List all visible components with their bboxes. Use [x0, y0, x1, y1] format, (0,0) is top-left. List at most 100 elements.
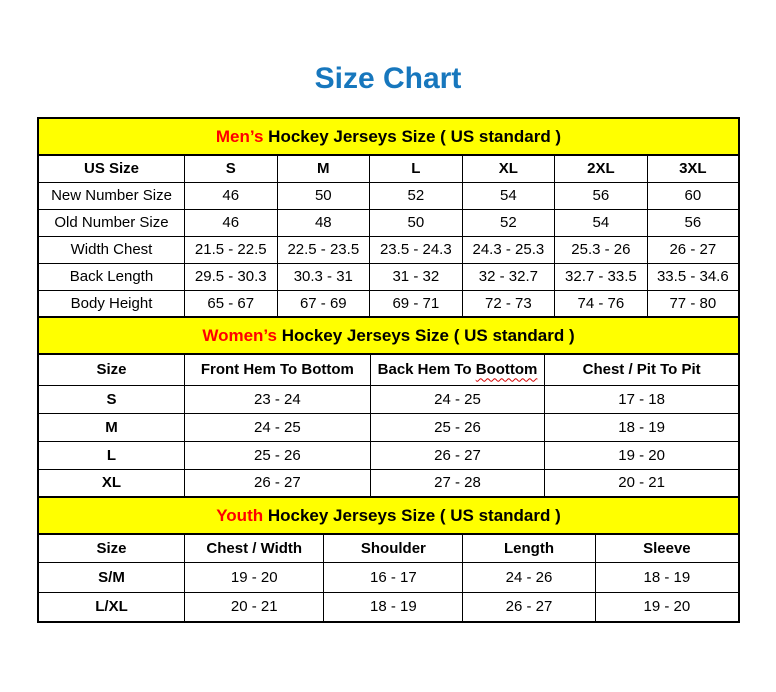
size-cell: 19 - 20: [594, 591, 740, 623]
size-cell: 18 - 19: [544, 412, 740, 442]
size-cell: 21.5 - 22.5: [184, 235, 278, 264]
mens-section-band: Men’s Hockey Jerseys Size ( US standard …: [37, 117, 740, 156]
size-cell: 52: [369, 181, 463, 210]
size-cell: 16 - 17: [323, 561, 464, 593]
mens-header-row: US Size S M L XL 2XL 3XL: [37, 154, 740, 183]
mens-section-red-word: Men’s: [215, 126, 264, 146]
row-label: L/XL: [37, 591, 185, 623]
row-label: Body Height: [37, 289, 185, 318]
table-row: S 23 - 24 24 - 25 17 - 18: [37, 384, 740, 414]
size-cell: 19 - 20: [544, 440, 740, 470]
row-label: L: [37, 440, 185, 470]
column-header: XL: [461, 154, 556, 183]
size-cell: 26 - 27: [184, 468, 371, 498]
womens-size-table: Women’s Hockey Jerseys Size ( US standar…: [37, 316, 740, 498]
size-cell: 24 - 26: [462, 561, 596, 593]
size-cell: 50: [276, 181, 371, 210]
size-cell: 27 - 28: [369, 468, 546, 498]
youth-section-header: Youth Hockey Jerseys Size ( US standard …: [37, 496, 740, 535]
size-cell: 54: [554, 208, 648, 237]
size-cell: 23.5 - 24.3: [369, 235, 463, 264]
womens-header-row: Size Front Hem To Bottom Back Hem To Boo…: [37, 353, 740, 386]
size-cell: 67 - 69: [276, 289, 371, 318]
table-row: L/XL 20 - 21 18 - 19 26 - 27 19 - 20: [37, 591, 740, 623]
womens-section-title-rest: Hockey Jerseys Size ( US standard ): [281, 325, 575, 345]
size-cell: 18 - 19: [323, 591, 464, 623]
youth-header-row: Size Chest / Width Shoulder Length Sleev…: [37, 533, 740, 563]
column-header: S: [184, 154, 278, 183]
row-label: Old Number Size: [37, 208, 185, 237]
row-label: New Number Size: [37, 181, 185, 210]
size-cell: 32.7 - 33.5: [554, 262, 648, 291]
mens-section-header: Men’s Hockey Jerseys Size ( US standard …: [37, 117, 740, 156]
youth-section-title-rest: Hockey Jerseys Size ( US standard ): [267, 505, 561, 525]
size-cell: 26 - 27: [369, 440, 546, 470]
size-cell: 46: [184, 181, 278, 210]
size-cell: 32 - 32.7: [461, 262, 556, 291]
column-header-back-hem: Back Hem To Boottom: [369, 353, 546, 386]
column-header: 2XL: [554, 154, 648, 183]
size-cell: 19 - 20: [183, 561, 325, 593]
column-header: Chest / Pit To Pit: [544, 353, 740, 386]
size-cell: 50: [369, 208, 463, 237]
size-cell: 56: [554, 181, 648, 210]
table-row: S/M 19 - 20 16 - 17 24 - 26 18 - 19: [37, 561, 740, 593]
column-header: M: [276, 154, 371, 183]
womens-section-header: Women’s Hockey Jerseys Size ( US standar…: [37, 316, 740, 355]
size-cell: 77 - 80: [646, 289, 740, 318]
size-cell: 46: [184, 208, 278, 237]
column-header: Front Hem To Bottom: [184, 353, 371, 386]
row-label: Back Length: [37, 262, 185, 291]
table-row: Old Number Size 46 48 50 52 54 56: [37, 208, 740, 237]
size-cell: 26 - 27: [646, 235, 740, 264]
size-cell: 23 - 24: [184, 384, 371, 414]
size-chart-container: Men’s Hockey Jerseys Size ( US standard …: [37, 117, 740, 623]
column-header: Sleeve: [594, 533, 740, 563]
mens-size-table: Men’s Hockey Jerseys Size ( US standard …: [37, 117, 740, 318]
size-cell: 24 - 25: [184, 412, 371, 442]
table-row: Back Length 29.5 - 30.3 30.3 - 31 31 - 3…: [37, 262, 740, 291]
table-row: XL 26 - 27 27 - 28 20 - 21: [37, 468, 740, 498]
table-row: M 24 - 25 25 - 26 18 - 19: [37, 412, 740, 442]
size-cell: 20 - 21: [544, 468, 740, 498]
row-label: M: [37, 412, 185, 442]
row-label: XL: [37, 468, 185, 498]
youth-section-red-word: Youth: [216, 505, 264, 525]
size-cell: 26 - 27: [462, 591, 596, 623]
size-cell: 48: [276, 208, 371, 237]
size-cell: 74 - 76: [554, 289, 648, 318]
size-cell: 33.5 - 34.6: [646, 262, 740, 291]
table-row: Body Height 65 - 67 67 - 69 69 - 71 72 -…: [37, 289, 740, 318]
column-header: 3XL: [646, 154, 740, 183]
column-header: Size: [37, 533, 185, 563]
column-header: Length: [462, 533, 596, 563]
column-header-text: Back Hem To: [377, 361, 472, 379]
size-cell: 18 - 19: [594, 561, 740, 593]
table-row: Width Chest 21.5 - 22.5 22.5 - 23.5 23.5…: [37, 235, 740, 264]
table-row: L 25 - 26 26 - 27 19 - 20: [37, 440, 740, 470]
column-header: Chest / Width: [183, 533, 325, 563]
womens-section-red-word: Women’s: [202, 325, 277, 345]
size-cell: 24 - 25: [369, 384, 546, 414]
size-cell: 56: [646, 208, 740, 237]
column-header: Size: [37, 353, 185, 386]
row-label: Width Chest: [37, 235, 185, 264]
size-cell: 29.5 - 30.3: [184, 262, 278, 291]
youth-size-table: Youth Hockey Jerseys Size ( US standard …: [37, 496, 740, 623]
size-cell: 60: [646, 181, 740, 210]
size-cell: 20 - 21: [183, 591, 325, 623]
page-title: Size Chart: [314, 62, 462, 95]
size-cell: 17 - 18: [544, 384, 740, 414]
column-header: Shoulder: [323, 533, 464, 563]
size-cell: 24.3 - 25.3: [461, 235, 556, 264]
misspelled-word: Boottom: [475, 361, 538, 379]
row-label: S: [37, 384, 185, 414]
size-cell: 30.3 - 31: [276, 262, 371, 291]
size-cell: 65 - 67: [184, 289, 278, 318]
youth-section-band: Youth Hockey Jerseys Size ( US standard …: [37, 496, 740, 535]
column-header: L: [369, 154, 463, 183]
row-label: S/M: [37, 561, 185, 593]
size-cell: 25 - 26: [184, 440, 371, 470]
womens-section-band: Women’s Hockey Jerseys Size ( US standar…: [37, 316, 740, 355]
size-cell: 69 - 71: [369, 289, 463, 318]
